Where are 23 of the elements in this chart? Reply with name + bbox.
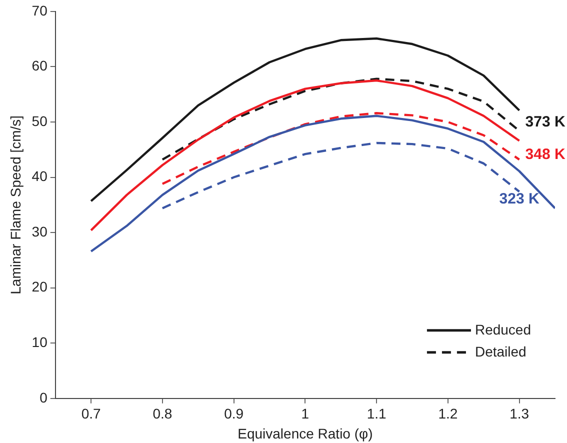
annotation: 348 K [525, 146, 566, 163]
y-tick-label: 70 [32, 2, 48, 18]
y-tick-label: 0 [40, 389, 48, 406]
x-tick-label: 1.2 [438, 406, 458, 422]
y-tick-label: 60 [32, 58, 48, 74]
x-tick-label: 0.7 [81, 406, 101, 422]
x-axis-title: Equivalence Ratio (φ) [238, 425, 373, 442]
annotation: 323 K [499, 190, 540, 208]
line-series [161, 112, 520, 185]
x-tick-label: 0.8 [152, 406, 172, 422]
y-tick-label: 20 [32, 278, 48, 295]
x-tick-label: 1.1 [366, 406, 387, 422]
x-tick-label: 1 [301, 406, 310, 422]
y-axis-title: Laminar Flame Speed [cm/s] [7, 115, 24, 294]
x-tick-label: 1.3 [510, 406, 530, 422]
y-tick-label: 10 [32, 334, 48, 350]
x-tick-label: 0.9 [224, 406, 244, 422]
y-tick-label: 30 [32, 223, 48, 240]
y-tick-label: 50 [32, 112, 48, 129]
annotation: 373 K [525, 114, 566, 130]
legend-label: Detailed [474, 343, 526, 360]
y-tick-label: 40 [32, 168, 48, 184]
legend-label: Reduced [474, 321, 532, 338]
